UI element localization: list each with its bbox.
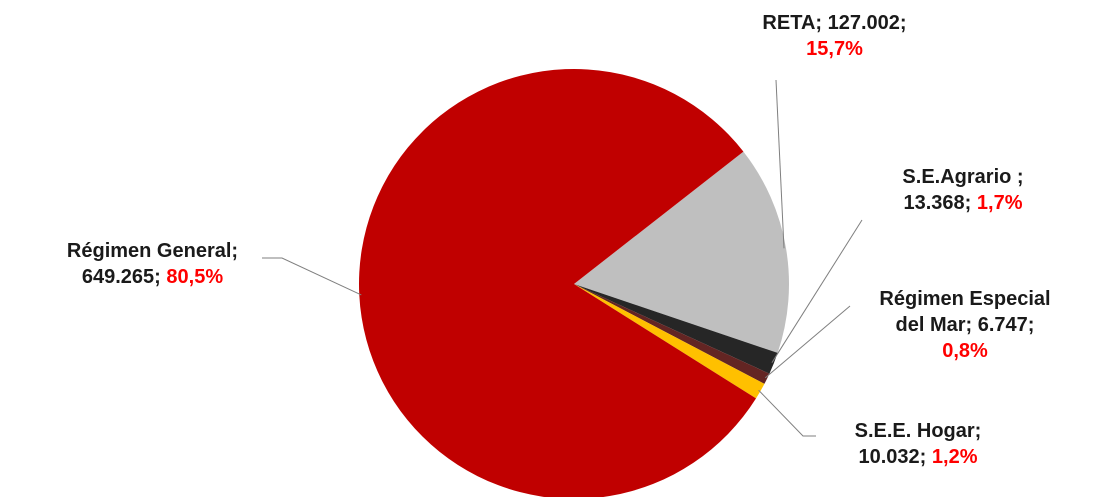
pie-slice-agrario xyxy=(574,284,778,374)
slice-label-general-value: 649.265; xyxy=(81,266,161,288)
pie-slice-general xyxy=(359,69,757,497)
slice-label-hogar-line1: S.E.E. Hogar; xyxy=(854,420,982,442)
pie-slice-reta xyxy=(574,151,789,353)
pie-slice-mar xyxy=(574,284,770,384)
slice-label-agrario: S.E.Agrario ; 13.368; 1,7% xyxy=(863,164,1063,216)
slice-label-general: Régimen General; 649.265; 80,5% xyxy=(30,238,275,290)
slice-label-reta-line1: RETA; 127.002; xyxy=(762,12,907,34)
leader-line-general xyxy=(262,257,362,296)
slice-label-general-line1: Régimen General; xyxy=(66,240,239,262)
slice-label-agrario-line1: S.E.Agrario ; xyxy=(902,166,1024,188)
leader-line-mar xyxy=(764,305,851,379)
pie-slices xyxy=(359,69,789,497)
slice-label-mar: Régimen Especial del Mar; 6.747; 0,8% xyxy=(840,286,1090,364)
slice-label-mar-line1: Régimen Especial xyxy=(879,288,1051,310)
slice-label-mar-percent: 0,8% xyxy=(942,340,988,362)
leader-line-agrario xyxy=(771,219,863,363)
slice-label-mar-line2: del Mar; 6.747; xyxy=(895,314,1035,336)
slice-label-agrario-percent: 1,7% xyxy=(976,192,1023,214)
leader-lines xyxy=(262,79,863,437)
slice-label-hogar-value: 10.032; xyxy=(858,446,927,468)
slice-label-reta-percent: 15,7% xyxy=(806,38,863,60)
slice-label-agrario-value: 13.368; xyxy=(903,192,972,214)
slice-label-hogar: S.E.E. Hogar; 10.032; 1,2% xyxy=(818,418,1018,470)
slice-label-reta: RETA; 127.002; 15,7% xyxy=(722,10,947,62)
pie-slice-hogar xyxy=(574,284,765,399)
slice-label-general-percent: 80,5% xyxy=(166,266,224,288)
leader-line-reta xyxy=(775,79,785,249)
slice-label-hogar-percent: 1,2% xyxy=(931,446,978,468)
leader-line-hogar xyxy=(758,389,816,437)
